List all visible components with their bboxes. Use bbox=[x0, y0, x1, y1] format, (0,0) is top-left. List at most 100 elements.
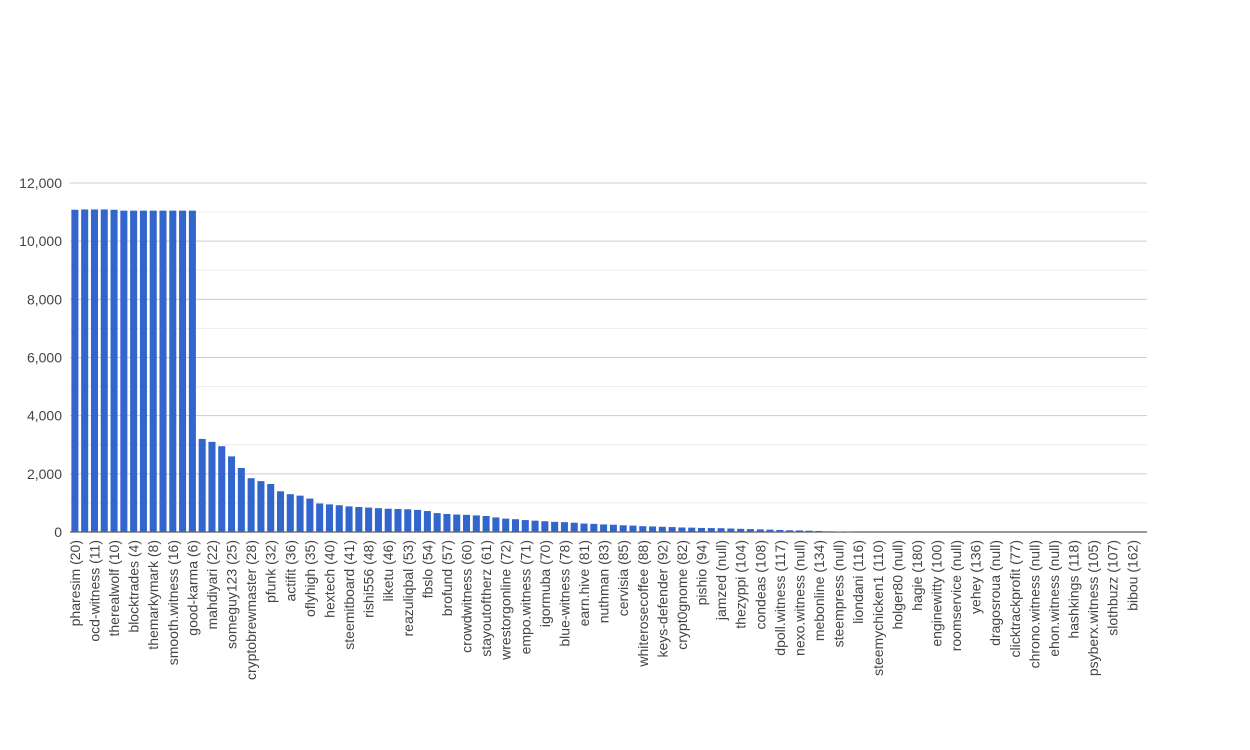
bar bbox=[345, 506, 353, 532]
bar bbox=[247, 478, 255, 532]
bar bbox=[678, 527, 686, 532]
bar bbox=[286, 494, 294, 532]
y-tick-label: 2,000 bbox=[27, 466, 62, 482]
x-tick-label: brofund (57) bbox=[439, 540, 455, 616]
bar bbox=[472, 515, 480, 532]
x-tick-label: cervisia (85) bbox=[615, 540, 631, 616]
y-tick-label: 8,000 bbox=[27, 291, 62, 307]
x-tick-label: stayoutoftherz (61) bbox=[478, 540, 494, 657]
x-tick-label: condeas (108) bbox=[752, 540, 768, 630]
x-tick-label: nexo.witness (null) bbox=[791, 540, 807, 656]
bar bbox=[335, 505, 343, 532]
bar bbox=[649, 526, 657, 532]
x-tick-label: themarkymark (8) bbox=[145, 540, 161, 650]
x-tick-label: oflyhigh (35) bbox=[302, 540, 318, 617]
bar bbox=[179, 210, 187, 533]
x-tick-label: holger80 (null) bbox=[889, 540, 905, 630]
bar bbox=[394, 509, 402, 532]
x-tick-label: steemitboard (41) bbox=[341, 540, 357, 650]
bar bbox=[306, 498, 314, 532]
x-tick-label: whiterosecoffee (88) bbox=[635, 540, 651, 668]
x-tick-label: wrestorgonline (72) bbox=[498, 540, 514, 661]
x-tick-label: therealwolf (10) bbox=[106, 540, 122, 637]
x-tick-label: crypt0gnome (82) bbox=[674, 540, 690, 650]
y-tick-label: 4,000 bbox=[27, 408, 62, 424]
y-tick-label: 6,000 bbox=[27, 350, 62, 366]
bar bbox=[756, 529, 764, 532]
x-tick-label: thezyppi (104) bbox=[733, 540, 749, 629]
x-tick-label: slothbuzz (107) bbox=[1105, 540, 1121, 636]
x-tick-label: steempress (null) bbox=[831, 540, 847, 647]
x-tick-label: hextech (40) bbox=[321, 540, 337, 618]
x-tick-label: enginewitty (100) bbox=[928, 540, 944, 647]
x-tick-label: psyberx.witness (105) bbox=[1085, 540, 1101, 676]
x-tick-label: mahdiyari (22) bbox=[204, 540, 220, 629]
bar bbox=[228, 456, 236, 532]
bar bbox=[795, 530, 803, 532]
bar bbox=[90, 209, 99, 533]
bar bbox=[218, 446, 226, 532]
bar bbox=[531, 520, 539, 532]
bar bbox=[463, 514, 471, 532]
bar bbox=[697, 527, 706, 532]
bar bbox=[130, 210, 138, 533]
x-tick-label: blue-witness (78) bbox=[556, 540, 572, 647]
x-tick-label: pharesim (20) bbox=[67, 540, 83, 626]
x-tick-label: dragosroua (null) bbox=[987, 540, 1003, 646]
x-tick-label: pfunk (32) bbox=[263, 540, 279, 603]
bar bbox=[257, 481, 265, 532]
bar bbox=[414, 509, 422, 532]
bar bbox=[267, 484, 275, 532]
bar bbox=[737, 528, 745, 532]
bar bbox=[570, 522, 578, 532]
bar bbox=[433, 513, 441, 532]
bar bbox=[688, 527, 696, 532]
bar bbox=[355, 506, 363, 532]
bar bbox=[423, 511, 431, 532]
bar bbox=[120, 210, 128, 533]
bar bbox=[658, 526, 666, 532]
bar bbox=[237, 468, 245, 532]
bar bbox=[805, 530, 813, 532]
x-tick-label: rishi556 (48) bbox=[361, 540, 377, 618]
x-tick-label: jamzed (null) bbox=[713, 540, 729, 621]
bar bbox=[786, 530, 794, 532]
x-tick-label: crowdwitness (60) bbox=[459, 540, 475, 653]
bar bbox=[609, 524, 617, 532]
x-tick-label: dpoll.witness (117) bbox=[772, 540, 788, 656]
bar bbox=[825, 531, 833, 532]
x-tick-label: steemychicken1 (110) bbox=[870, 540, 886, 676]
x-tick-label: someguy123 (25) bbox=[224, 540, 240, 649]
bar bbox=[404, 509, 412, 532]
bar bbox=[502, 518, 510, 532]
bar bbox=[198, 438, 206, 532]
bar bbox=[149, 210, 157, 533]
bar bbox=[590, 523, 598, 532]
bar bbox=[776, 529, 784, 532]
bar bbox=[766, 529, 774, 532]
bar bbox=[325, 504, 333, 532]
bar bbox=[159, 210, 167, 533]
x-tick-label: hagie (180) bbox=[909, 540, 925, 611]
x-tick-label: actifit (36) bbox=[282, 540, 298, 601]
x-tick-label: smooth.witness (16) bbox=[165, 540, 181, 665]
bar bbox=[316, 503, 324, 532]
bar bbox=[639, 526, 647, 532]
x-tick-label: yehey (136) bbox=[968, 540, 984, 614]
x-tick-label: empo.witness (71) bbox=[517, 540, 533, 654]
bar bbox=[365, 507, 373, 532]
bar bbox=[815, 530, 823, 532]
bar bbox=[110, 209, 118, 533]
bar bbox=[668, 527, 676, 532]
bar bbox=[276, 491, 285, 532]
bar bbox=[169, 210, 177, 533]
x-tick-label: fbslo (54) bbox=[419, 540, 435, 598]
x-tick-label: blocktrades (4) bbox=[126, 540, 142, 633]
bar bbox=[374, 508, 382, 532]
bar bbox=[453, 514, 461, 532]
bar bbox=[541, 521, 549, 532]
x-tick-label: liketu (46) bbox=[380, 540, 396, 601]
bar bbox=[71, 209, 79, 533]
x-tick-label: bibou (162) bbox=[1124, 540, 1140, 611]
x-tick-label: keys-defender (92) bbox=[654, 540, 670, 658]
